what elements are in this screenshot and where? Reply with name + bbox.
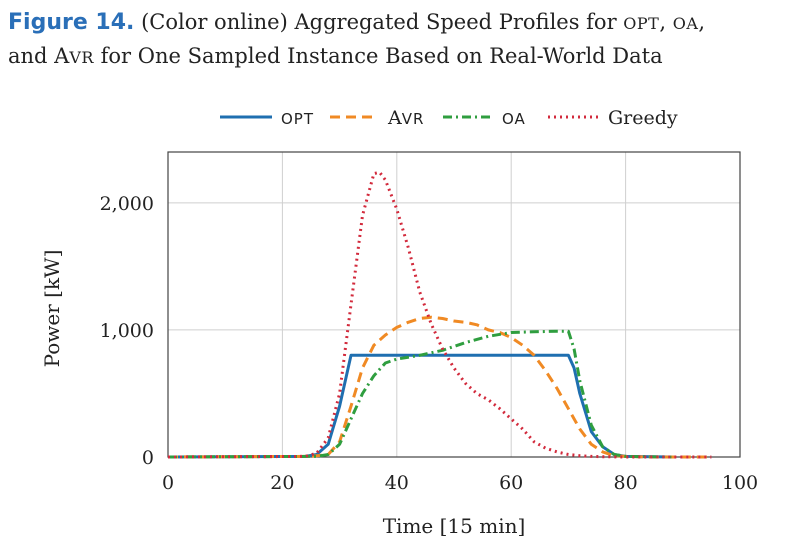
plot-frame	[167, 151, 741, 458]
chart-ticks: 0 20 40 60 80 100 0 1,000 2,000	[100, 193, 759, 494]
series-line-oa	[167, 329, 672, 459]
caption-comma-2: ,	[698, 10, 706, 34]
x-tick-label: 20	[270, 472, 294, 494]
y-tick-label: 1,000	[100, 320, 154, 342]
figure-number: Figure 14.	[8, 10, 135, 35]
caption-avr: VR	[69, 48, 94, 67]
x-axis-title: Time [15 min]	[383, 514, 526, 538]
series-line-greedy	[167, 170, 712, 459]
legend-label-avr: AVR	[387, 107, 424, 129]
x-tick-label: 0	[162, 472, 174, 494]
legend-label-greedy: Greedy	[608, 107, 678, 129]
chart-series	[167, 170, 712, 459]
caption-oa: OA	[672, 14, 699, 33]
chart-legend: OPT AVR OA Greedy	[220, 107, 678, 129]
series-line-avr	[167, 315, 712, 459]
legend-label-opt: OPT	[281, 110, 314, 128]
series-line-opt	[167, 353, 672, 459]
y-axis-title: Power [kW]	[40, 250, 64, 368]
x-tick-label: 40	[385, 472, 409, 494]
y-tick-label: 0	[142, 447, 154, 469]
chart-axes	[167, 151, 741, 458]
x-tick-label: 60	[499, 472, 523, 494]
caption-text-1: (Color online) Aggregated Speed Profiles…	[141, 10, 624, 34]
figure-caption: Figure 14. (Color online) Aggregated Spe…	[8, 6, 788, 74]
caption-opt: OPT	[623, 14, 660, 33]
caption-comma-1: ,	[659, 10, 673, 34]
caption-text-2a: and A	[8, 44, 70, 68]
chart-grid	[167, 152, 741, 458]
caption-line-2: and AVR for One Sampled Instance Based o…	[8, 40, 788, 74]
x-tick-label: 100	[722, 472, 758, 494]
x-tick-label: 80	[614, 472, 638, 494]
legend-label-oa: OA	[502, 110, 526, 128]
caption-line-1: Figure 14. (Color online) Aggregated Spe…	[8, 6, 788, 40]
y-tick-label: 2,000	[100, 193, 154, 215]
caption-text-2b: for One Sampled Instance Based on Real-W…	[93, 44, 663, 68]
